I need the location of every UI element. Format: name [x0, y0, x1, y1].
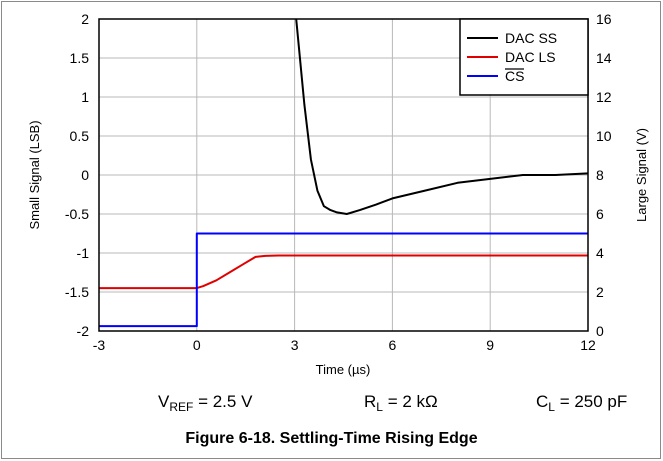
y-left-tick-label: 0	[81, 167, 89, 183]
y-left-tick-label: -1.5	[65, 284, 89, 300]
series-dac-ss-line	[295, 18, 589, 215]
series-dac-ls-line	[99, 254, 588, 290]
y-right-tick-label: 6	[596, 206, 604, 222]
legend-label-cs: CS	[505, 68, 524, 84]
y-right-tick-label: 8	[596, 167, 604, 183]
y-axis-right-label: Large Signal (V)	[634, 128, 649, 222]
y-right-tick-label: 14	[596, 50, 612, 66]
rl-condition: RL = 2 kΩ	[364, 392, 438, 414]
cl-condition: CL = 250 pF	[536, 392, 628, 414]
legend: DAC SS DAC LS CS	[459, 18, 589, 96]
y-right-tick-label: 2	[596, 284, 604, 300]
x-tick-label: -3	[93, 337, 106, 353]
series-lines	[99, 18, 589, 328]
legend-label-dac-ls: DAC LS	[505, 49, 556, 65]
y-right-tick-label: 12	[596, 89, 612, 105]
series-cs-line	[99, 232, 588, 328]
y-left-tick-label: 2	[81, 11, 89, 27]
x-axis-label: Time (µs)	[316, 362, 371, 377]
y-axis-left-label: Small Signal (LSB)	[27, 120, 42, 229]
y-left-tick-label: 1.5	[70, 50, 90, 66]
legend-label-dac-ss: DAC SS	[505, 30, 557, 46]
vref-condition: VREF = 2.5 V	[158, 392, 253, 414]
y-right-tick-label: 4	[596, 245, 604, 261]
y-left-tick-label: 0.5	[70, 128, 90, 144]
x-tick-label: 9	[486, 337, 494, 353]
plot-area-border	[98, 18, 589, 332]
y-right-tick-label: 16	[596, 11, 612, 27]
y-left-tick-label: -2	[77, 323, 90, 339]
figure-caption: Figure 6-18. Settling-Time Rising Edge	[185, 430, 478, 447]
y-left-tick-label: 1	[81, 89, 89, 105]
x-tick-label: 3	[291, 337, 299, 353]
y-left-tick-label: -1	[77, 245, 90, 261]
y-right-tick-label: 10	[596, 128, 612, 144]
tick-labels: -3 0 3 6 9 12 -2 -1.5 -1 -0.5 0 0.5 1 1.5 2 0 2 4 6 8 10 12 14…	[65, 11, 612, 353]
y-right-tick-label: 0	[596, 323, 604, 339]
x-tick-label: 12	[580, 337, 596, 353]
y-left-tick-label: -0.5	[65, 206, 89, 222]
x-tick-label: 0	[193, 337, 201, 353]
x-tick-label: 6	[389, 337, 397, 353]
